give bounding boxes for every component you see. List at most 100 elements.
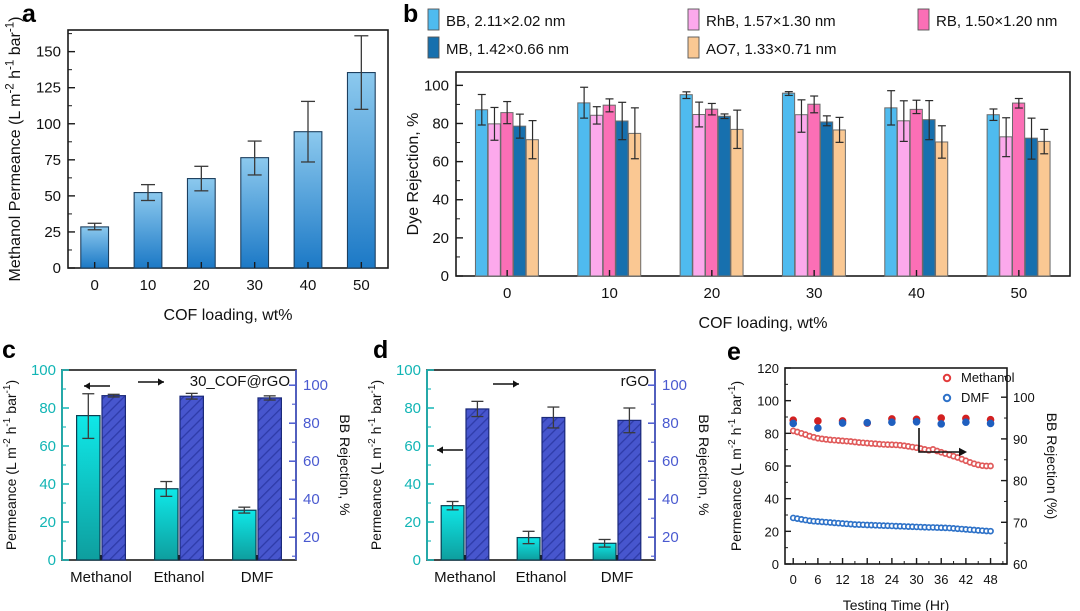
panel-b-label: b — [403, 0, 419, 28]
svg-text:Dye Rejection, %: Dye Rejection, % — [405, 113, 422, 236]
svg-text:60: 60 — [1013, 557, 1027, 572]
svg-text:100: 100 — [31, 362, 56, 379]
svg-text:0: 0 — [441, 268, 449, 285]
svg-text:125: 125 — [36, 80, 61, 97]
svg-text:Methanol: Methanol — [70, 569, 132, 586]
svg-text:80: 80 — [432, 115, 449, 132]
panel-b: b BB, 2.11×2.02 nm RhB, 1.57×1.30 nm RB, 1… — [398, 0, 1080, 332]
svg-text:100: 100 — [1013, 390, 1035, 405]
svg-text:rGO: rGO — [621, 373, 649, 390]
svg-text:30_COF@rGO: 30_COF@rGO — [190, 373, 290, 390]
svg-text:6: 6 — [814, 572, 821, 587]
svg-text:20: 20 — [662, 529, 679, 546]
svg-text:100: 100 — [36, 116, 61, 133]
svg-text:50: 50 — [44, 188, 61, 205]
svg-text:80: 80 — [1013, 474, 1027, 489]
svg-text:Ethanol: Ethanol — [516, 569, 567, 586]
svg-text:DMF: DMF — [241, 569, 274, 586]
svg-text:40: 40 — [303, 491, 320, 508]
svg-text:60: 60 — [39, 438, 56, 455]
panel-a-chart: 0 25 50 75 100 125 150 0 10 20 30 40 50 COF loading, … — [4, 17, 389, 324]
svg-text:80: 80 — [404, 400, 421, 417]
panel-a-label: a — [22, 0, 36, 28]
svg-text:100: 100 — [396, 362, 421, 379]
svg-text:60: 60 — [303, 453, 320, 470]
svg-text:0: 0 — [772, 557, 779, 572]
svg-text:DMF: DMF — [961, 390, 989, 405]
svg-text:BB, 2.11×2.02 nm: BB, 2.11×2.02 nm — [446, 13, 565, 30]
svg-text:150: 150 — [36, 44, 61, 61]
panel-d-label: d — [373, 336, 389, 364]
svg-text:36: 36 — [934, 572, 948, 587]
panel-b-chart: BB, 2.11×2.02 nm RhB, 1.57×1.30 nm RB, 1.5… — [405, 8, 1071, 332]
svg-text:Ethanol: Ethanol — [154, 569, 205, 586]
svg-text:80: 80 — [765, 426, 779, 441]
svg-text:0: 0 — [790, 572, 797, 587]
svg-text:0: 0 — [90, 277, 98, 294]
svg-text:AO7, 1.33×0.71 nm: AO7, 1.33×0.71 nm — [706, 41, 837, 58]
svg-text:20: 20 — [404, 514, 421, 531]
svg-text:60: 60 — [404, 438, 421, 455]
svg-text:12: 12 — [835, 572, 849, 587]
svg-text:BB Rejection, %: BB Rejection, % — [337, 414, 353, 515]
svg-text:0: 0 — [48, 552, 56, 569]
svg-text:42: 42 — [959, 572, 973, 587]
svg-text:0: 0 — [53, 260, 61, 277]
svg-text:Methanol: Methanol — [961, 370, 1015, 385]
svg-text:10: 10 — [601, 285, 618, 302]
svg-text:Methanol Permeance (L m-2 h-1: Methanol Permeance (L m-2 h-1 bar-1) — [4, 17, 24, 282]
svg-text:BB Rejection, %: BB Rejection, % — [696, 414, 712, 515]
svg-text:40: 40 — [39, 476, 56, 493]
svg-text:30: 30 — [909, 572, 923, 587]
svg-text:100: 100 — [662, 377, 687, 394]
svg-text:30: 30 — [806, 285, 823, 302]
svg-text:0: 0 — [413, 552, 421, 569]
svg-text:Methanol: Methanol — [434, 569, 496, 586]
svg-text:60: 60 — [765, 459, 779, 474]
panel-c: c 0 20 40 60 80 100 20 40 60 80 100 Methanol Ethanol… — [0, 332, 365, 611]
svg-text:80: 80 — [39, 400, 56, 417]
svg-text:RhB, 1.57×1.30 nm: RhB, 1.57×1.30 nm — [706, 13, 836, 30]
svg-text:DMF: DMF — [601, 569, 634, 586]
svg-text:Testing Time (Hr): Testing Time (Hr) — [843, 597, 950, 611]
panel-e: e 0 20 40 60 80 100 120 60 70 80 90 100 0 6 12 18 24 30 36… — [723, 332, 1080, 611]
svg-text:100: 100 — [424, 77, 449, 94]
svg-text:40: 40 — [908, 285, 925, 302]
panel-d-chart: 0 20 40 60 80 100 20 40 60 80 100 Methanol Ethanol DM… — [367, 362, 712, 586]
svg-text:20: 20 — [765, 524, 779, 539]
panel-c-chart: 0 20 40 60 80 100 20 40 60 80 100 Methanol Ethanol DM… — [2, 362, 353, 586]
svg-text:24: 24 — [885, 572, 899, 587]
svg-text:Permeance (L m-2 h-1 bar-1): Permeance (L m-2 h-1 bar-1) — [367, 380, 384, 550]
svg-text:10: 10 — [140, 277, 157, 294]
svg-text:40: 40 — [404, 476, 421, 493]
svg-text:20: 20 — [432, 230, 449, 247]
svg-text:75: 75 — [44, 152, 61, 169]
svg-text:20: 20 — [193, 277, 210, 294]
panel-d: d 0 20 40 60 80 100 20 40 60 80 100 Methanol Ethanol… — [365, 332, 723, 611]
svg-text:120: 120 — [757, 361, 779, 376]
svg-text:70: 70 — [1013, 515, 1027, 530]
svg-text:50: 50 — [353, 277, 370, 294]
svg-text:18: 18 — [860, 572, 874, 587]
svg-text:RB, 1.50×1.20 nm: RB, 1.50×1.20 nm — [936, 13, 1057, 30]
svg-text:40: 40 — [300, 277, 317, 294]
svg-text:48: 48 — [983, 572, 997, 587]
svg-text:20: 20 — [39, 514, 56, 531]
svg-text:80: 80 — [662, 415, 679, 432]
svg-text:100: 100 — [303, 377, 328, 394]
svg-text:25: 25 — [44, 224, 61, 241]
svg-text:0: 0 — [503, 285, 511, 302]
panel-c-label: c — [2, 336, 16, 364]
svg-text:BB Rejection (%): BB Rejection (%) — [1044, 413, 1060, 520]
svg-text:20: 20 — [303, 529, 320, 546]
svg-text:100: 100 — [757, 394, 779, 409]
svg-text:50: 50 — [1010, 285, 1027, 302]
svg-text:40: 40 — [662, 491, 679, 508]
svg-text:20: 20 — [703, 285, 720, 302]
svg-text:90: 90 — [1013, 432, 1027, 447]
svg-text:40: 40 — [432, 192, 449, 209]
svg-text:Permeance (L m-2 h-1 bar-1): Permeance (L m-2 h-1 bar-1) — [2, 380, 19, 550]
svg-text:40: 40 — [765, 492, 779, 507]
svg-text:60: 60 — [432, 154, 449, 171]
panel-e-chart: 0 20 40 60 80 100 120 60 70 80 90 100 0 6 12 18 24 30 36 42… — [727, 361, 1060, 611]
